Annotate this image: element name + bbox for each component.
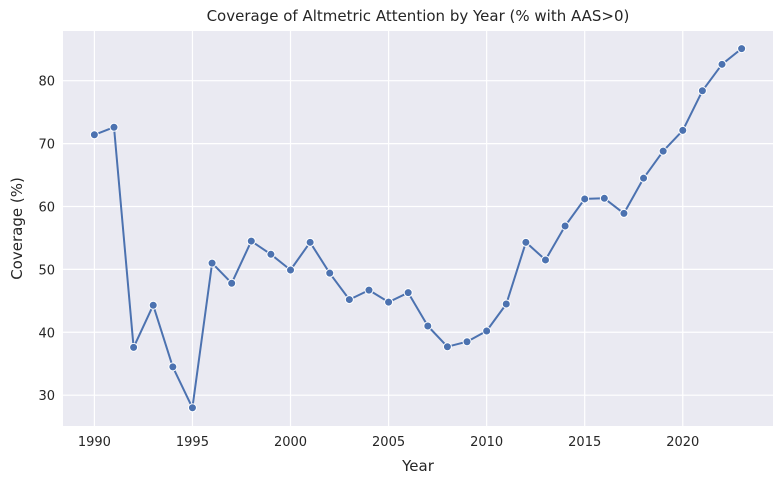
y-tick-label: 30 bbox=[38, 389, 55, 404]
x-tick-label: 2010 bbox=[470, 435, 503, 450]
data-point bbox=[619, 208, 629, 218]
data-point bbox=[521, 237, 531, 247]
data-point bbox=[462, 337, 472, 347]
data-point bbox=[148, 300, 158, 310]
data-point bbox=[266, 249, 276, 259]
data-point bbox=[678, 125, 688, 135]
data-point bbox=[325, 268, 335, 278]
y-tick-label: 50 bbox=[38, 263, 55, 278]
data-point bbox=[305, 237, 315, 247]
data-point bbox=[482, 326, 492, 336]
data-point bbox=[717, 59, 727, 69]
data-point bbox=[580, 194, 590, 204]
chart-title: Coverage of Altmetric Attention by Year … bbox=[207, 7, 630, 25]
data-point bbox=[540, 255, 550, 265]
data-point bbox=[697, 86, 707, 96]
series-line bbox=[94, 47, 743, 409]
data-point bbox=[599, 193, 609, 203]
data-point bbox=[501, 299, 511, 309]
data-point bbox=[344, 295, 354, 305]
data-point bbox=[168, 362, 178, 372]
data-point bbox=[246, 236, 256, 246]
x-tick-label: 2015 bbox=[568, 435, 601, 450]
data-point bbox=[129, 342, 139, 352]
x-tick-label: 1990 bbox=[78, 435, 111, 450]
y-tick-label: 70 bbox=[38, 138, 55, 153]
x-tick-label: 1995 bbox=[176, 435, 209, 450]
data-point bbox=[403, 288, 413, 298]
y-tick-label: 40 bbox=[38, 326, 55, 341]
x-tick-label: 2000 bbox=[274, 435, 307, 450]
x-axis-label: Year bbox=[401, 457, 435, 475]
data-point bbox=[423, 321, 433, 331]
data-point bbox=[737, 44, 747, 54]
data-point bbox=[639, 173, 649, 183]
y-axis-label: Coverage (%) bbox=[8, 177, 26, 280]
data-point bbox=[187, 403, 197, 413]
data-point bbox=[384, 297, 394, 307]
y-tick-label: 80 bbox=[38, 75, 55, 90]
data-point bbox=[560, 221, 570, 231]
data-point bbox=[109, 122, 119, 132]
plot-area bbox=[63, 31, 773, 426]
data-point bbox=[286, 265, 296, 275]
series-layer bbox=[89, 44, 747, 413]
x-tick-label: 2020 bbox=[666, 435, 699, 450]
data-point bbox=[227, 278, 237, 288]
y-tick-label: 60 bbox=[38, 200, 55, 215]
data-point bbox=[364, 285, 374, 295]
data-point bbox=[658, 146, 668, 156]
data-point bbox=[207, 258, 217, 268]
x-tick-label: 2005 bbox=[372, 435, 405, 450]
tick-labels: 1990 1995 2000 2005 2010 2015 2020 30 40 50 60 70 80 bbox=[38, 75, 699, 450]
data-point bbox=[442, 342, 452, 352]
data-point bbox=[89, 130, 99, 140]
grid-lines bbox=[63, 31, 773, 426]
